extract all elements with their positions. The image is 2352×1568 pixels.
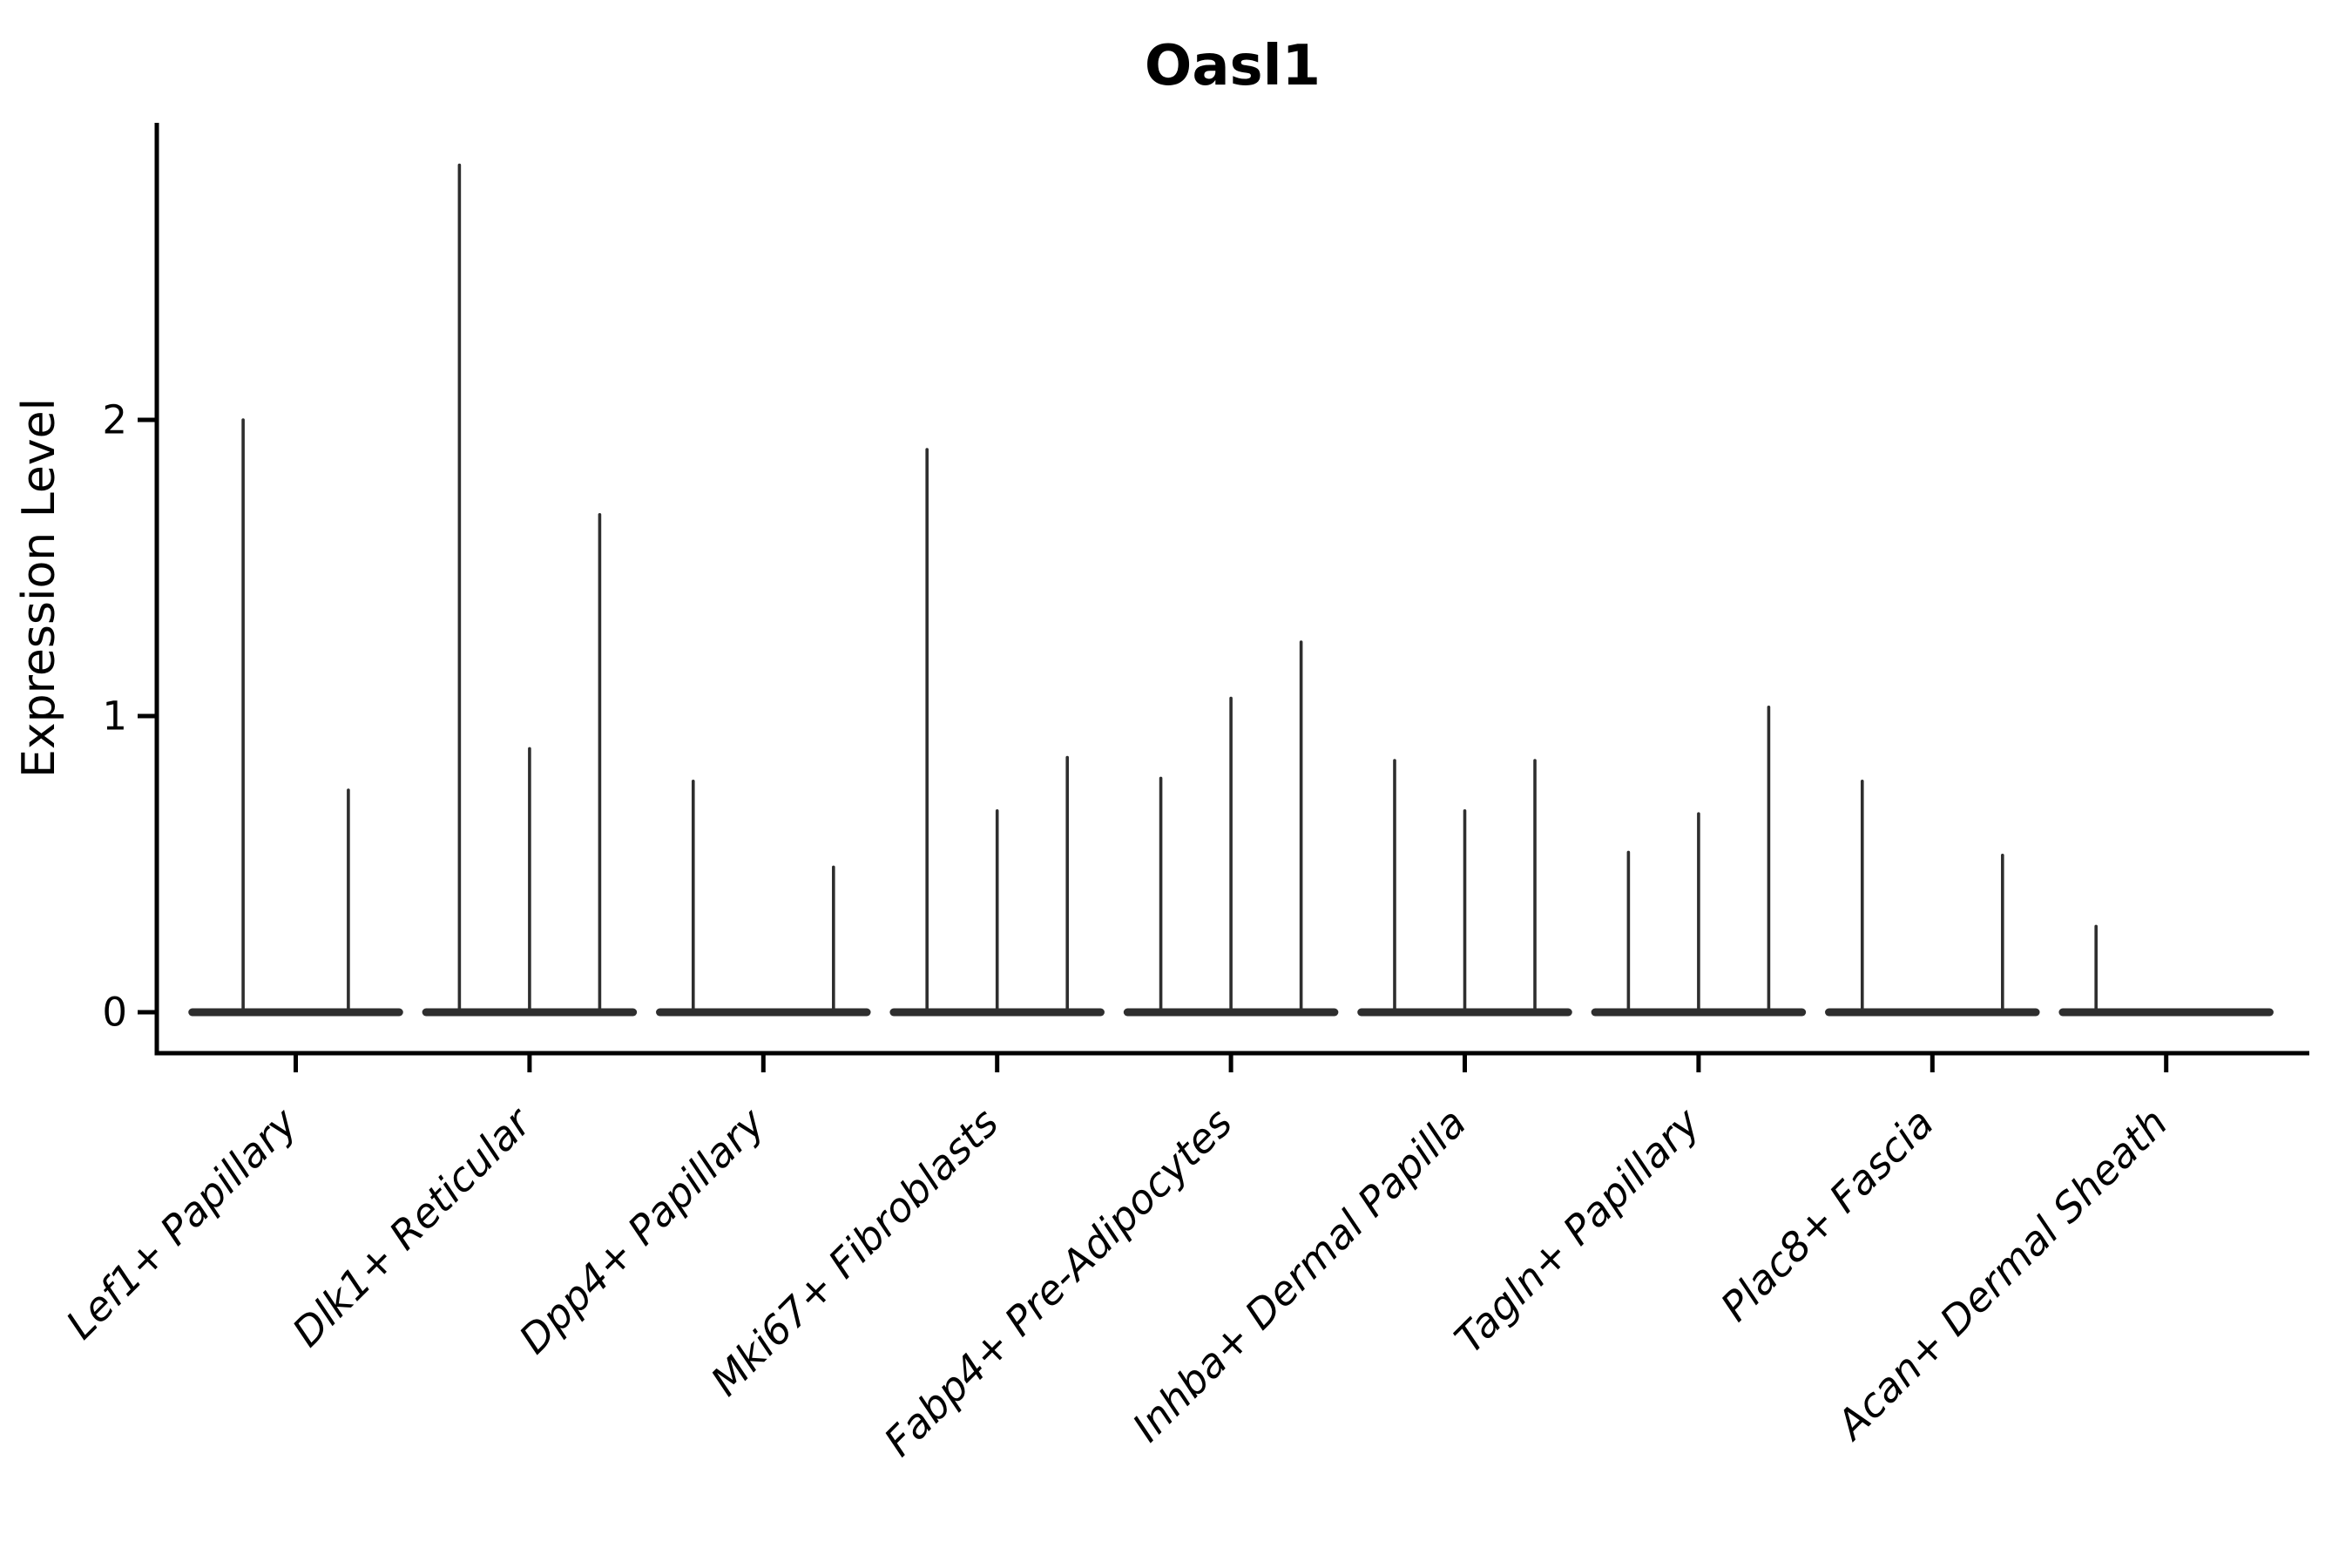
y-tick-label: 0 — [102, 990, 127, 1036]
chart-title: Oasl1 — [1145, 34, 1321, 98]
y-axis-label: Expression Level — [13, 398, 65, 778]
y-tick-label: 1 — [102, 693, 127, 740]
y-tick-label: 2 — [102, 397, 127, 443]
